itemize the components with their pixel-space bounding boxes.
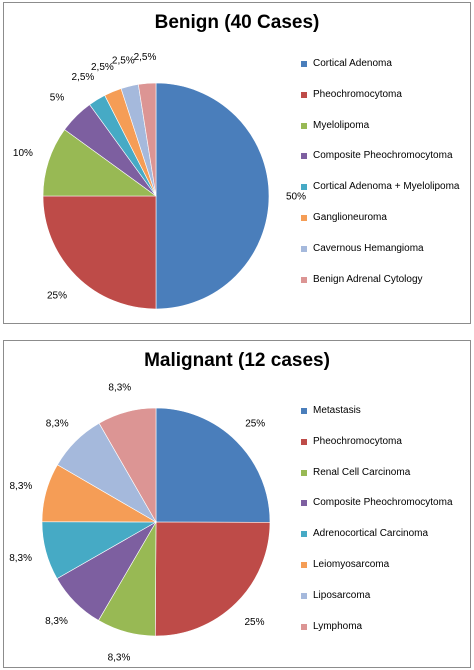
benign-chart-panel: Benign (40 Cases) 50% 25% 10% 5% 2,5% 2,5% 2,5… (3, 2, 471, 324)
legend-label: Composite Pheochromocytoma (313, 497, 453, 509)
legend-swatch (301, 561, 307, 568)
legend-label: Leiomyosarcoma (313, 558, 390, 570)
malignant-data-label-liposarcoma: 8,3% (46, 418, 69, 429)
legend-label: Composite Pheochromocytoma (313, 150, 453, 162)
benign-slice-benign-adrenal-cytology (137, 82, 157, 197)
benign-data-label-ganglioneuroma: 2,5% (91, 62, 114, 73)
legend-label: Ganglioneuroma (313, 211, 387, 223)
malignant-slice-pheochromocytoma (154, 521, 271, 637)
legend-swatch (301, 214, 307, 221)
legend-swatch (301, 122, 307, 129)
malignant-data-label-composite-pheochromocytoma: 8,3% (45, 616, 68, 627)
legend-swatch (301, 438, 307, 445)
malignant-pie-chart: 25% 25% 8,3% 8,3% 8,3% 8,3% 8,3% 8,3% (9, 382, 271, 664)
benign-pie-chart: 50%25%10%5%2,5%2,5%2,5%2,5% (13, 52, 306, 310)
malignant-chart-panel: Malignant (12 cases) 25% 25% 8,3% 8,3% 8,3% 8… (3, 340, 471, 668)
malignant-data-label-pheochromocytoma: 25% (244, 617, 264, 628)
benign-data-label-cortical-adenoma-myelolipoma: 2,5% (72, 72, 95, 83)
benign-data-label-benign-adrenal-cytology: 2,5% (134, 52, 157, 63)
malignant-slice-metastasis (155, 407, 271, 523)
legend-swatch (301, 61, 307, 67)
legend-label: Cortical Adenoma (313, 58, 392, 69)
legend-swatch (301, 153, 307, 160)
legend-label: Cavernous Hemangioma (313, 242, 424, 254)
legend-label: Cortical Adenoma + Myelolipoma (313, 181, 460, 193)
legend-label: Metastasis (313, 405, 361, 416)
legend-swatch (301, 592, 307, 599)
malignant-data-label-leiomyosarcoma: 8,3% (10, 481, 33, 492)
legend-swatch (301, 408, 307, 414)
benign-slice-pheochromocytoma (42, 195, 157, 310)
benign-data-label-myelolipoma: 10% (13, 148, 33, 159)
malignant-slice-lymphoma (98, 407, 157, 524)
malignant-chart-title: Malignant (12 cases) (144, 350, 330, 371)
malignant-data-label-lymphoma: 8,3% (108, 382, 131, 393)
benign-data-label-pheochromocytoma: 25% (47, 291, 67, 302)
legend-swatch (301, 245, 307, 252)
legend-swatch (301, 531, 307, 538)
legend-swatch (301, 91, 307, 98)
legend-label: Liposarcoma (313, 589, 371, 601)
malignant-data-label-renal-cell-carcinoma: 8,3% (108, 653, 131, 664)
malignant-data-label-adrenocortical-carcinoma: 8,3% (9, 553, 32, 564)
legend-swatch (301, 276, 307, 283)
legend-label: Renal Cell Carcinoma (313, 466, 411, 478)
benign-data-label-cortical-adenoma: 50% (286, 192, 306, 203)
malignant-data-label-metastasis: 25% (245, 419, 265, 430)
legend-label: Benign Adrenal Cytology (313, 273, 423, 285)
benign-slice-cortical-adenoma (155, 82, 270, 310)
legend-label: Lymphoma (313, 620, 363, 632)
legend-swatch (301, 184, 307, 191)
benign-chart-title: Benign (40 Cases) (154, 12, 320, 33)
benign-slice-myelolipoma (42, 129, 157, 197)
benign-data-label-composite-pheochromocytoma: 5% (50, 93, 65, 104)
legend-label: Pheochromocytoma (313, 435, 402, 447)
legend-swatch (301, 623, 307, 630)
legend-label: Adrenocortical Carcinoma (313, 528, 429, 540)
legend-label: Myelolipoma (313, 119, 370, 131)
legend-swatch (301, 469, 307, 476)
legend-label: Pheochromocytoma (313, 88, 402, 100)
legend-swatch (301, 500, 307, 507)
benign-data-label-cavernous-hemangioma: 2,5% (112, 55, 135, 66)
